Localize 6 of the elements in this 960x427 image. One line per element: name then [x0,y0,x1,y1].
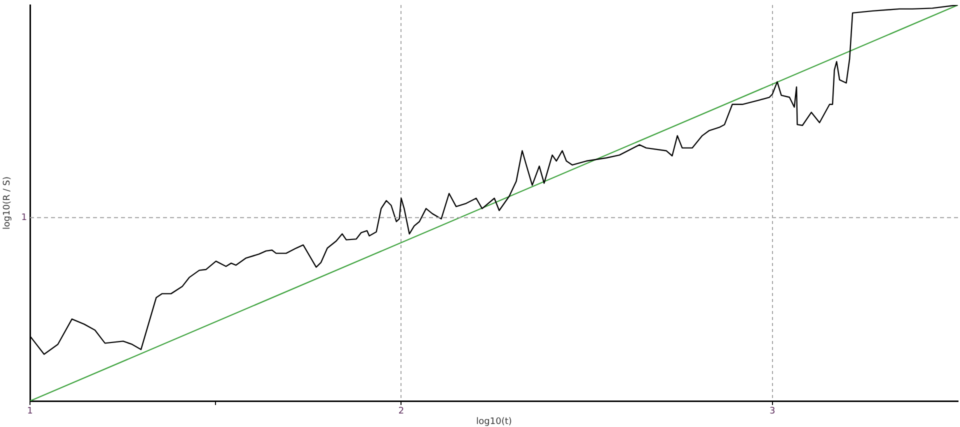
y-axis-title: log10(R / S) [2,176,13,230]
x-axis-title: log10(t) [476,416,512,427]
text: 1 [21,212,27,223]
x-tick-label: 2 [398,406,404,417]
x-tick-label: 3 [770,406,776,417]
x-tick-label: 1 [27,406,33,417]
